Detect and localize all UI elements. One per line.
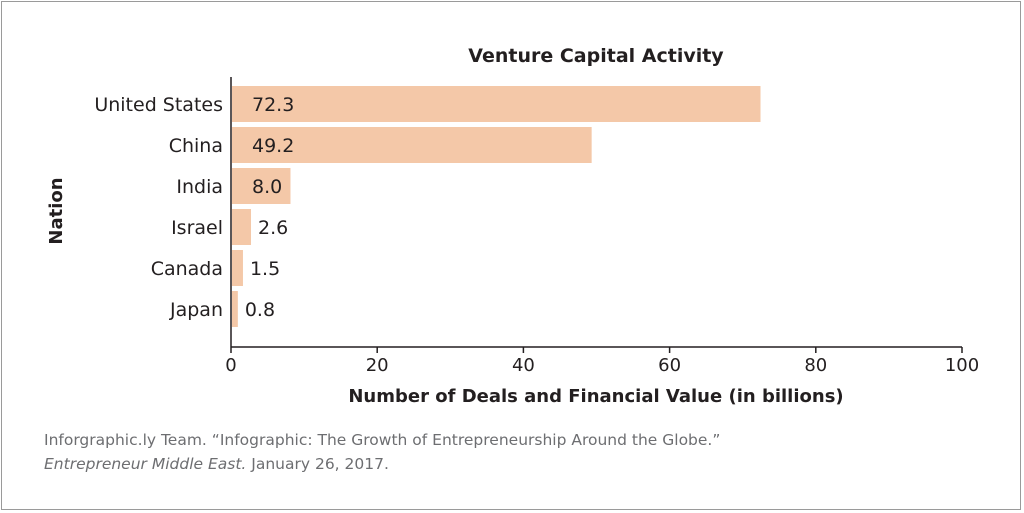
category-label-united-states: United States xyxy=(94,94,223,116)
bar-china xyxy=(232,127,592,163)
bar-israel xyxy=(232,209,252,245)
category-label-india: India xyxy=(176,176,223,198)
bar-chart: Venture Capital Activity United States 72… xyxy=(46,45,979,407)
bar-india xyxy=(232,168,291,204)
value-label-china: 49.2 xyxy=(252,135,294,157)
x-tick-label-40: 40 xyxy=(512,355,535,376)
x-ticks-group: 0 20 40 60 80 100 xyxy=(225,347,979,376)
category-label-israel: Israel xyxy=(171,217,223,239)
source-line-1: Inforgraphic.ly Team. “Infographic: The … xyxy=(44,431,721,449)
x-tick-label-80: 80 xyxy=(804,355,827,376)
x-tick-label-100: 100 xyxy=(945,355,979,376)
value-label-israel: 2.6 xyxy=(258,217,288,239)
y-axis-label: Nation xyxy=(46,177,67,244)
chart-title: Venture Capital Activity xyxy=(468,45,724,67)
bar-japan xyxy=(232,291,238,327)
value-label-india: 8.0 xyxy=(252,176,282,198)
source-journal: Entrepreneur Middle East. xyxy=(44,455,247,473)
source-date: January 26, 2017. xyxy=(246,455,389,473)
category-label-japan: Japan xyxy=(169,299,223,321)
value-label-japan: 0.8 xyxy=(245,299,275,321)
category-label-china: China xyxy=(169,135,223,157)
x-tick-label-0: 0 xyxy=(225,355,236,376)
value-label-united-states: 72.3 xyxy=(252,94,294,116)
bar-united-states xyxy=(232,86,761,122)
x-tick-label-20: 20 xyxy=(366,355,389,376)
value-label-canada: 1.5 xyxy=(250,258,280,280)
x-axis-label: Number of Deals and Financial Value (in … xyxy=(348,386,843,407)
bar-canada xyxy=(232,250,243,286)
bars-group: United States 72.3 China 49.2 India 8.0 Israel… xyxy=(94,86,761,327)
source-citation: Inforgraphic.ly Team. “Infographic: The … xyxy=(44,428,720,476)
category-label-canada: Canada xyxy=(151,258,223,280)
x-tick-label-60: 60 xyxy=(658,355,681,376)
source-line-2: Entrepreneur Middle East. January 26, 20… xyxy=(44,452,720,476)
